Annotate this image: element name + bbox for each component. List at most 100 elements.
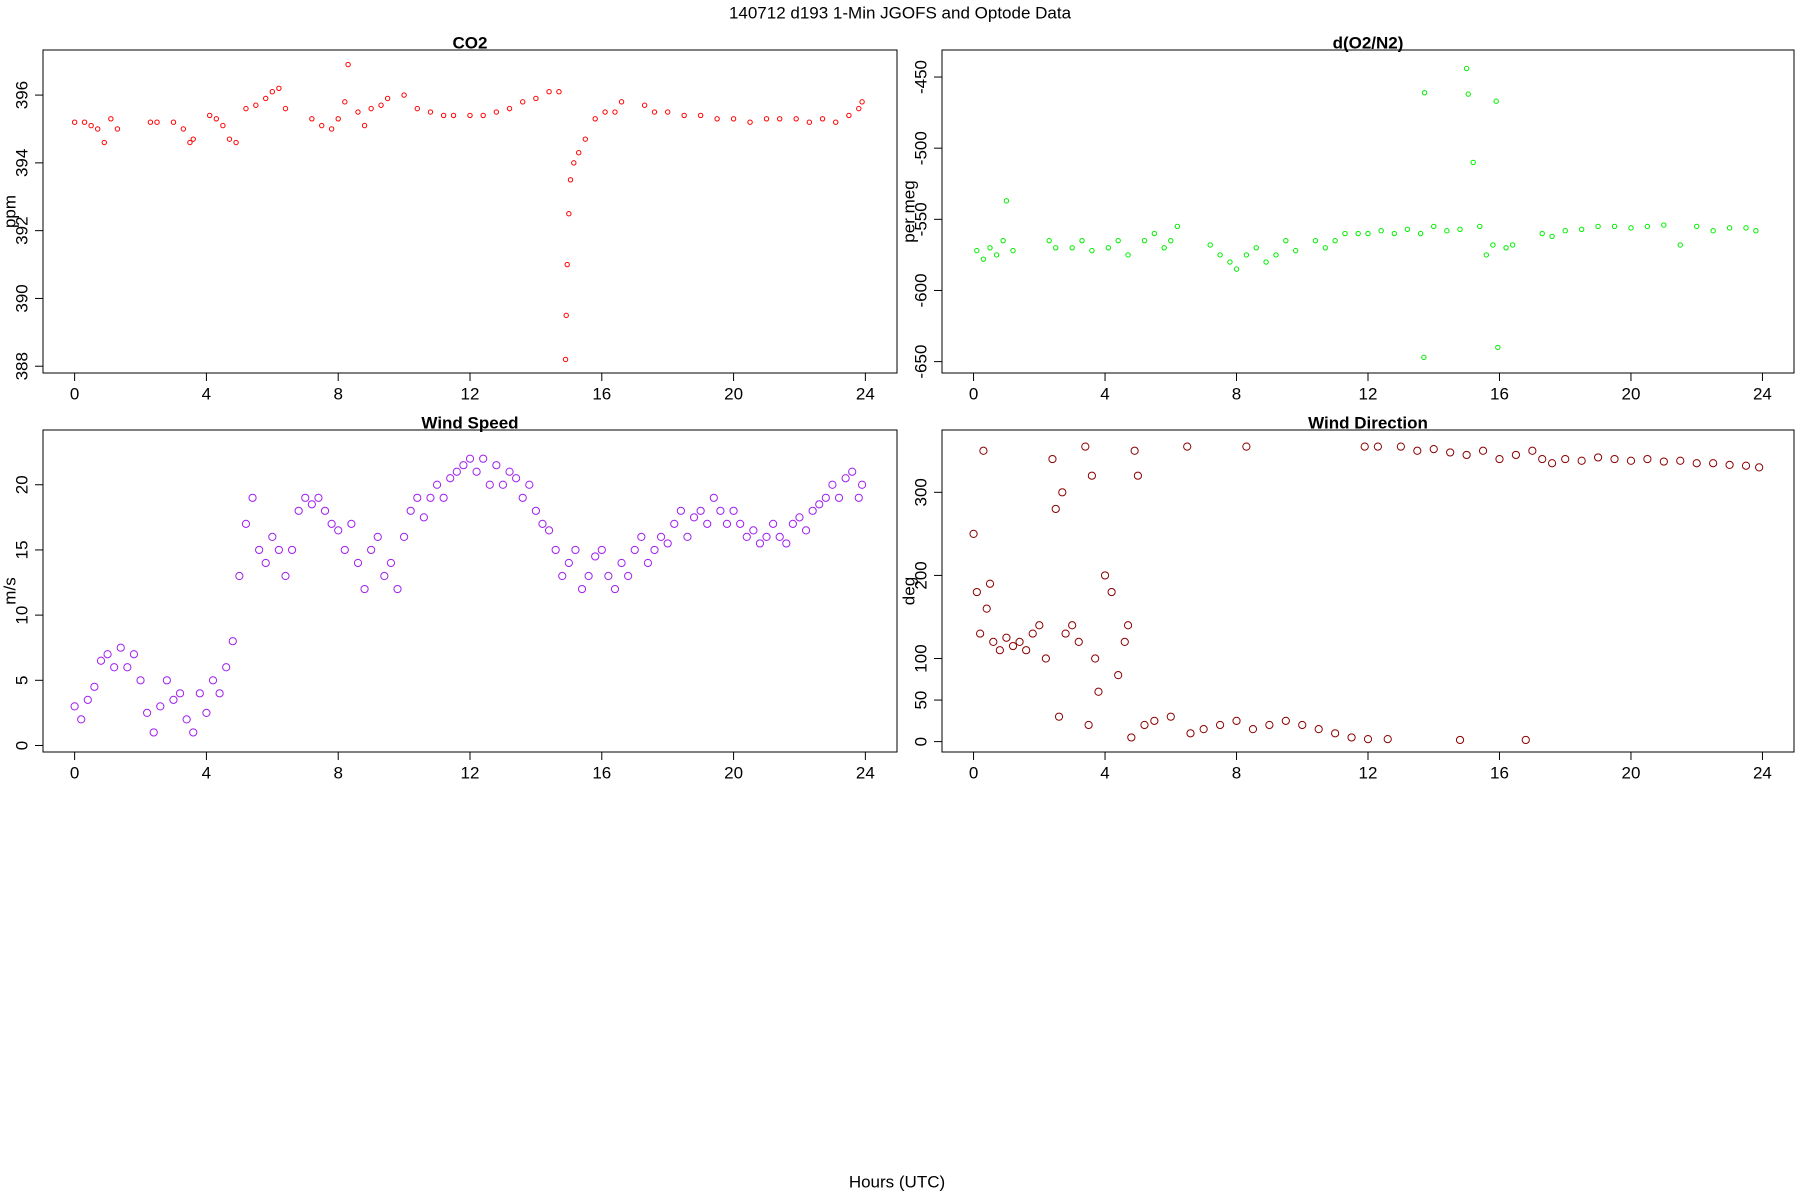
point bbox=[1322, 245, 1328, 251]
point bbox=[857, 480, 867, 489]
point bbox=[709, 493, 718, 502]
point bbox=[459, 461, 468, 470]
point bbox=[136, 676, 145, 685]
point bbox=[602, 109, 608, 115]
point bbox=[1421, 354, 1427, 361]
point bbox=[747, 119, 753, 125]
point bbox=[1115, 237, 1121, 244]
y-tick-label: 0 bbox=[12, 741, 31, 750]
point bbox=[393, 584, 402, 594]
panel-title: d(O2/N2) bbox=[1333, 33, 1404, 52]
point bbox=[1068, 621, 1077, 630]
point bbox=[1470, 159, 1476, 166]
point bbox=[591, 552, 600, 561]
point bbox=[1378, 228, 1384, 234]
point bbox=[716, 506, 725, 515]
point bbox=[1383, 735, 1392, 744]
point bbox=[154, 119, 160, 125]
point bbox=[703, 519, 712, 528]
point bbox=[989, 637, 998, 646]
point bbox=[1298, 720, 1307, 730]
point bbox=[1661, 222, 1667, 228]
point bbox=[96, 656, 106, 665]
point bbox=[1010, 247, 1016, 254]
point bbox=[340, 545, 349, 555]
point bbox=[373, 532, 382, 541]
point bbox=[493, 109, 500, 115]
point bbox=[1755, 463, 1764, 472]
point bbox=[1444, 228, 1450, 234]
point bbox=[1000, 237, 1006, 244]
point bbox=[103, 650, 112, 659]
point bbox=[182, 715, 191, 724]
point bbox=[582, 136, 589, 142]
point bbox=[180, 126, 187, 132]
y-tick-label: -550 bbox=[911, 202, 930, 236]
point bbox=[1692, 459, 1701, 468]
point bbox=[1263, 259, 1269, 265]
point bbox=[1127, 733, 1136, 742]
point bbox=[1743, 225, 1749, 231]
point bbox=[1123, 621, 1133, 630]
point bbox=[281, 571, 290, 581]
point bbox=[248, 493, 257, 502]
point bbox=[235, 571, 244, 581]
x-tick-label: 12 bbox=[461, 763, 480, 782]
y-tick-label: 390 bbox=[12, 284, 31, 312]
point bbox=[846, 112, 852, 119]
point bbox=[520, 99, 526, 105]
point bbox=[419, 513, 428, 522]
point bbox=[577, 584, 587, 594]
point bbox=[1503, 245, 1509, 251]
point bbox=[1069, 245, 1075, 251]
point bbox=[1022, 646, 1031, 655]
point bbox=[1150, 716, 1159, 725]
x-tick-label: 20 bbox=[724, 384, 743, 403]
point bbox=[162, 676, 171, 685]
point bbox=[1105, 245, 1112, 251]
point bbox=[1694, 223, 1700, 230]
point bbox=[592, 116, 598, 122]
y-tick-label: -650 bbox=[911, 345, 930, 379]
point bbox=[729, 506, 738, 515]
point bbox=[1360, 442, 1369, 451]
point bbox=[1539, 230, 1545, 237]
point bbox=[641, 102, 648, 108]
point bbox=[571, 160, 577, 166]
point bbox=[467, 112, 473, 119]
x-tick-label: 24 bbox=[856, 384, 875, 403]
point bbox=[1562, 228, 1568, 234]
x-tick-label: 16 bbox=[592, 763, 611, 782]
point bbox=[384, 95, 391, 102]
point bbox=[255, 545, 264, 555]
point bbox=[345, 61, 351, 68]
point bbox=[1417, 230, 1424, 237]
point bbox=[1312, 237, 1319, 244]
point bbox=[1549, 233, 1555, 240]
point bbox=[982, 604, 991, 613]
point bbox=[1547, 459, 1557, 468]
point bbox=[355, 109, 361, 115]
point bbox=[347, 519, 356, 528]
point bbox=[241, 519, 251, 528]
point bbox=[207, 112, 213, 119]
point bbox=[663, 539, 672, 548]
x-tick-label: 24 bbox=[1753, 763, 1772, 782]
point bbox=[697, 112, 704, 119]
point bbox=[1207, 242, 1213, 248]
point bbox=[976, 629, 985, 638]
point bbox=[243, 105, 249, 112]
point bbox=[1242, 442, 1251, 451]
point bbox=[1094, 687, 1103, 696]
point bbox=[571, 545, 580, 555]
point bbox=[1331, 729, 1340, 738]
point bbox=[597, 545, 606, 555]
point bbox=[1061, 629, 1070, 638]
y-tick-label: 300 bbox=[911, 478, 930, 506]
point bbox=[1253, 245, 1259, 251]
point bbox=[551, 545, 560, 555]
x-tick-label: 20 bbox=[724, 763, 743, 782]
point bbox=[656, 532, 666, 541]
point bbox=[328, 126, 335, 132]
x-tick-label: 16 bbox=[592, 384, 611, 403]
